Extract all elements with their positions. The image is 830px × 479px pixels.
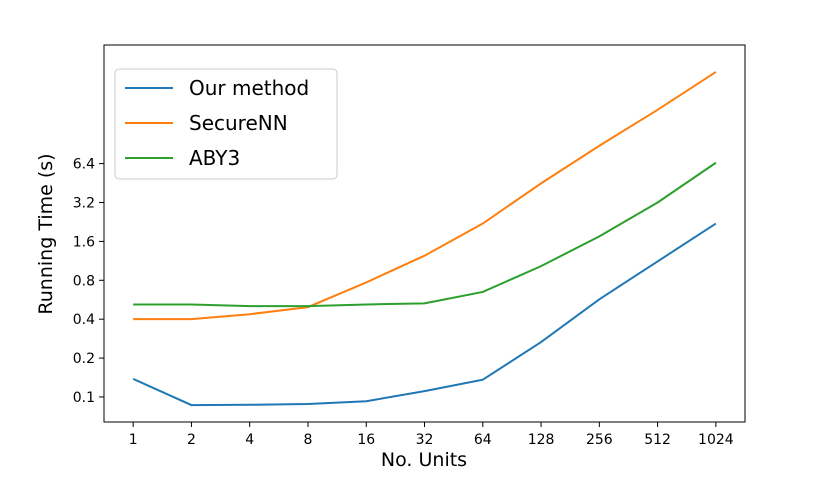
legend-label: Our method [189, 76, 309, 100]
y-tick-label: 1.6 [73, 234, 95, 250]
y-tick-label: 0.8 [73, 273, 95, 289]
legend-label: ABY3 [189, 146, 240, 170]
y-tick-label: 0.4 [73, 312, 95, 328]
x-tick-label: 32 [416, 432, 434, 448]
x-tick-label: 64 [474, 432, 492, 448]
y-tick-label: 3.2 [73, 196, 95, 212]
x-tick-label: 8 [304, 432, 313, 448]
x-tick-label: 2 [187, 432, 196, 448]
x-tick-label: 16 [357, 432, 375, 448]
x-tick-label: 1 [129, 432, 138, 448]
legend-label: SecureNN [189, 111, 288, 135]
legend-box [114, 68, 338, 180]
x-tick-label: 256 [586, 432, 613, 448]
x-tick-label: 1024 [698, 432, 734, 448]
y-tick-label: 0.2 [73, 351, 95, 367]
line-series [133, 161, 717, 308]
x-tick-label: 512 [644, 432, 671, 448]
y-tick-label: 0.1 [73, 390, 95, 406]
y-axis-label: Running Time (s) [35, 153, 57, 314]
x-axis-label: No. Units [381, 449, 467, 471]
line-series [133, 71, 717, 321]
y-tick-label: 6.4 [73, 157, 95, 173]
x-tick-label: 4 [245, 432, 254, 448]
x-tick-label: 128 [528, 432, 555, 448]
line-series [132, 222, 717, 407]
